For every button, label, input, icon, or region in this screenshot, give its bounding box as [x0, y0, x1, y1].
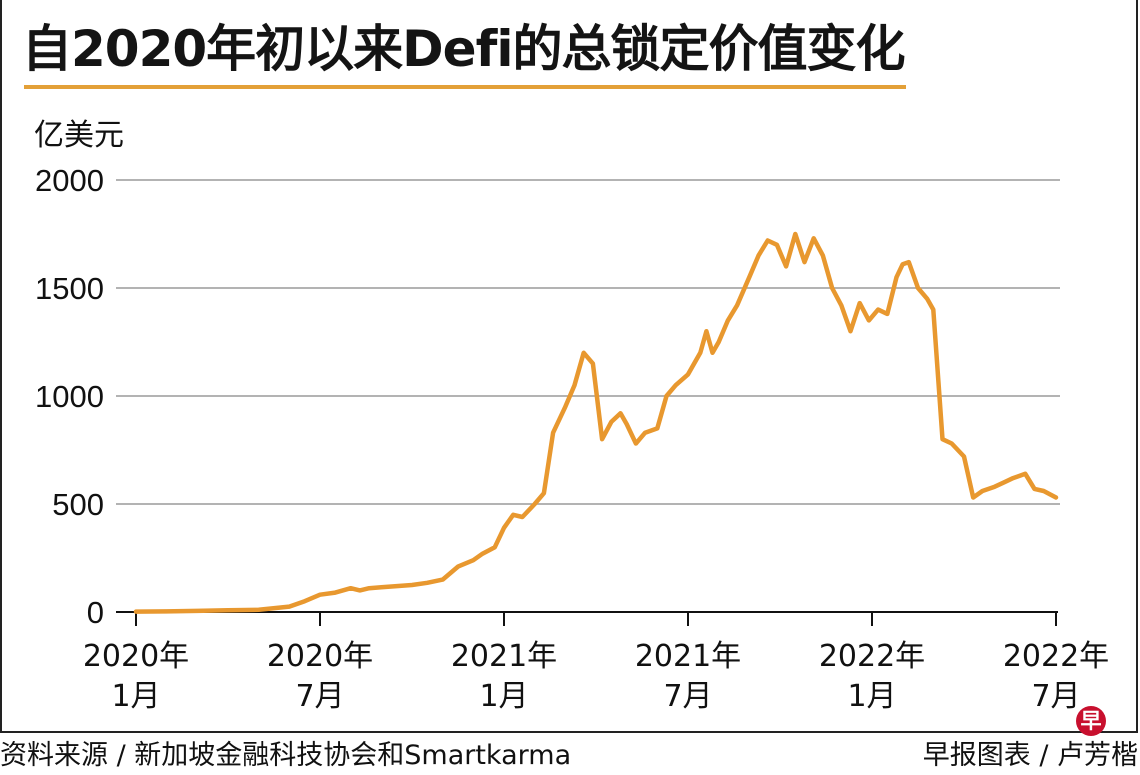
tvl-line	[133, 231, 1059, 614]
x-tick-month: 1月	[111, 679, 160, 714]
x-tick-year: 2022年	[1003, 639, 1109, 674]
x-tick-month: 1月	[479, 679, 528, 714]
x-tick-year: 2020年	[83, 639, 189, 674]
x-tick-month: 7月	[1031, 679, 1080, 714]
y-axis-ticks: 2000 1500 1000 500 0	[35, 163, 104, 630]
gridlines	[116, 179, 1060, 505]
x-axis: 2020年 1月 2020年 7月 2021年 1月 2021年 7月 2022年 1月 2022年…	[83, 611, 1109, 714]
x-tick-month: 7月	[295, 679, 344, 714]
zaobao-logo-icon: 早	[1076, 706, 1106, 736]
chart-frame	[0, 0, 1138, 733]
y-axis-unit-label: 亿美元	[34, 118, 124, 153]
x-tick-year: 2021年	[635, 639, 741, 674]
x-tick-year: 2020年	[267, 639, 373, 674]
title-underline	[24, 85, 906, 89]
y-tick-label: 1000	[35, 379, 104, 414]
source-note: 资料来源 / 新加坡金融科技协会和Smartkarma	[0, 740, 572, 771]
graphic-credit: 早报图表 / 卢芳楷	[922, 740, 1138, 771]
chart-title: 自2020年初以来Defi的总锁定价值变化	[22, 20, 905, 78]
y-tick-label: 500	[52, 487, 104, 522]
y-tick-label: 2000	[35, 163, 104, 198]
x-tick-year: 2022年	[819, 639, 925, 674]
y-tick-label: 1500	[35, 271, 104, 306]
x-tick-month: 7月	[663, 679, 712, 714]
x-tick-month: 1月	[847, 679, 896, 714]
y-tick-label: 0	[87, 595, 104, 630]
x-tick-year: 2021年	[451, 639, 557, 674]
